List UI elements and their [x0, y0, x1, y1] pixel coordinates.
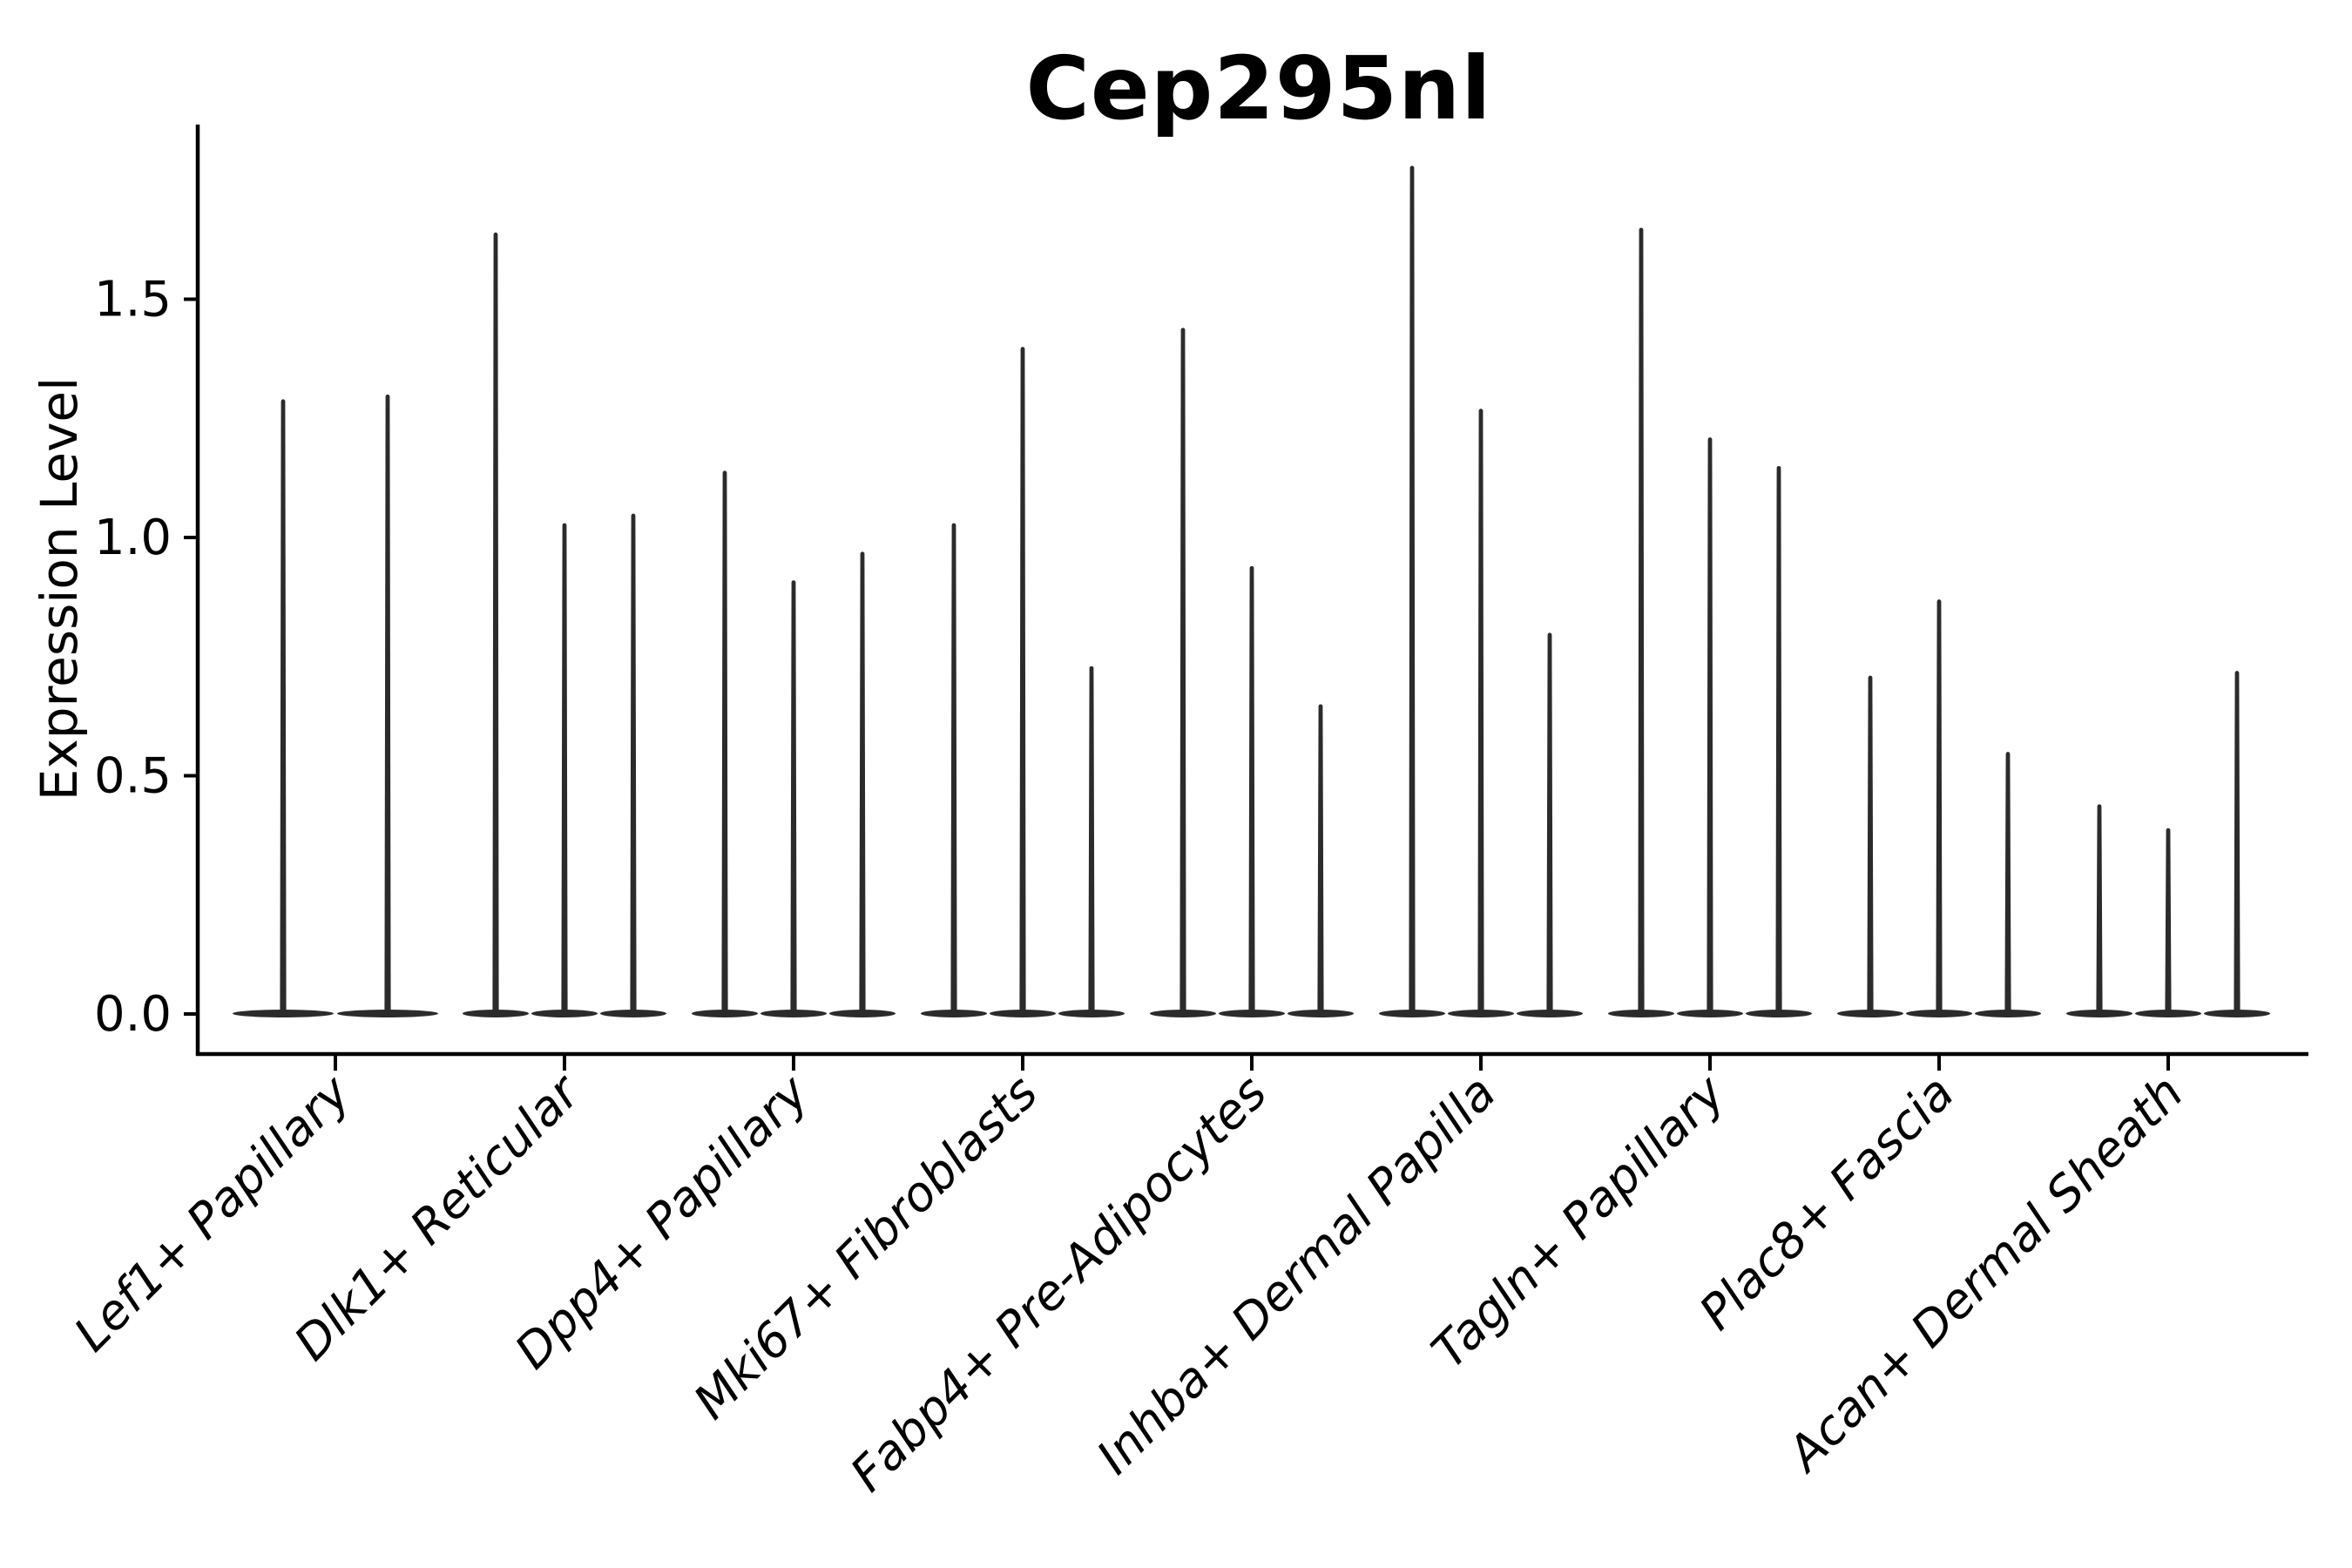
chart-title: Cep295nl — [1025, 37, 1492, 139]
y-axis-label: Expression Level — [30, 377, 89, 801]
violin-spike — [280, 399, 287, 1014]
violin-spike — [1088, 666, 1095, 1014]
y-tick-label: 1.5 — [94, 272, 172, 328]
violin-spike — [1409, 166, 1416, 1015]
violin-spike — [1317, 704, 1324, 1014]
violin-spike — [561, 523, 568, 1014]
violin-spike — [2234, 671, 2240, 1014]
y-tick-label: 0.0 — [94, 986, 172, 1043]
violin-spike — [790, 580, 797, 1014]
violin-spike — [492, 232, 499, 1014]
violin-spike — [1179, 328, 1186, 1015]
violin-spike — [2096, 804, 2103, 1014]
violin-spike — [950, 523, 957, 1014]
violin-spike — [630, 513, 637, 1014]
y-tick-label: 1.0 — [94, 510, 172, 566]
violin-spike — [1638, 227, 1645, 1015]
violin-spike — [2165, 828, 2172, 1014]
x-category-label: Inhba+ Dermal Papilla — [1086, 1064, 1506, 1484]
violin-spike — [384, 394, 391, 1014]
violin-spike — [1248, 565, 1255, 1014]
violin-spike — [1867, 675, 1874, 1014]
violin-spike — [859, 551, 866, 1014]
y-tick-label: 0.5 — [94, 748, 172, 805]
violin-spike — [1775, 465, 1782, 1014]
violin-spike — [2004, 752, 2011, 1014]
x-category-label: Acan+ Dermal Sheath — [1775, 1064, 2194, 1484]
violin-spike — [1707, 437, 1713, 1014]
violin-spike — [1477, 409, 1484, 1014]
violin-spike — [1019, 347, 1026, 1014]
violin-spike — [721, 470, 728, 1014]
violin-spike — [1546, 632, 1553, 1014]
x-category-label: Fabp4+ Pre-Adipocytes — [840, 1064, 1277, 1502]
violin-spike — [1936, 599, 1943, 1014]
